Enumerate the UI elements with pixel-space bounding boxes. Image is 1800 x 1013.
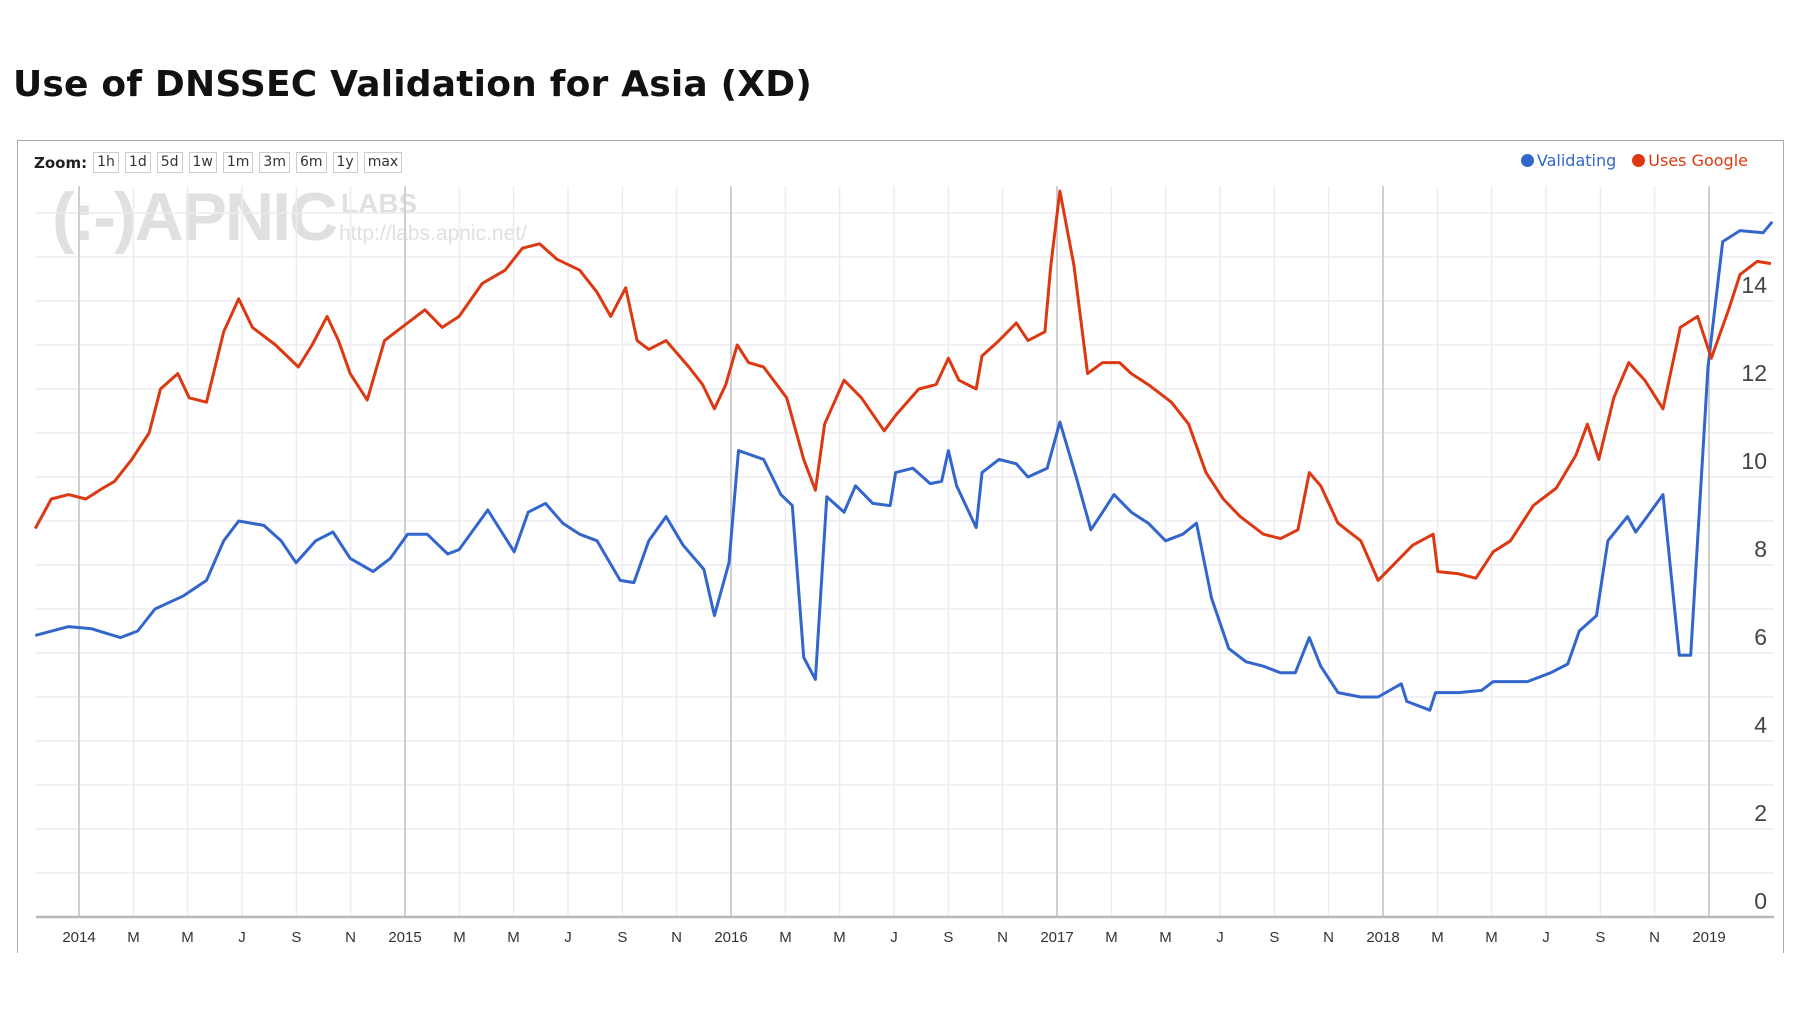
x-tick-label: J: [564, 929, 572, 946]
chart-legend: Validating Uses Google: [1505, 151, 1748, 170]
legend-item-uses-google[interactable]: Uses Google: [1632, 151, 1748, 170]
x-tick-label: M: [127, 929, 140, 946]
x-tick-label: S: [1595, 929, 1605, 946]
zoom-max-button[interactable]: max: [363, 152, 403, 173]
x-tick-label: 2018: [1366, 929, 1399, 946]
x-tick-label: N: [1323, 929, 1334, 946]
y-tick-label: 10: [1741, 448, 1767, 474]
zoom-6m-button[interactable]: 6m: [295, 152, 327, 173]
legend-dot-icon: [1632, 154, 1646, 167]
x-tick-label: 2016: [714, 929, 747, 946]
y-tick-label: 0: [1754, 888, 1767, 914]
x-tick-label: 2017: [1040, 929, 1073, 946]
y-tick-label: 4: [1754, 712, 1767, 738]
zoom-1y-button[interactable]: 1y: [332, 152, 358, 173]
zoom-3m-button[interactable]: 3m: [259, 152, 290, 173]
x-tick-label: M: [1431, 929, 1444, 946]
legend-label: Uses Google: [1648, 151, 1748, 170]
legend-label: Validating: [1536, 151, 1617, 170]
x-tick-label: S: [291, 929, 301, 946]
x-tick-label: M: [779, 929, 792, 946]
zoom-5d-button[interactable]: 5d: [156, 152, 183, 173]
x-tick-label: N: [1649, 929, 1660, 946]
series-line-validating: [34, 220, 1774, 712]
x-tick-label: J: [1216, 929, 1224, 946]
zoom-1d-button[interactable]: 1d: [124, 152, 151, 173]
legend-dot-icon: [1520, 154, 1534, 167]
x-tick-label: 2019: [1692, 929, 1725, 946]
y-tick-label: 12: [1741, 360, 1767, 386]
y-tick-label: 6: [1754, 624, 1767, 650]
x-tick-label: M: [1159, 929, 1172, 946]
x-tick-label: J: [238, 929, 246, 946]
x-tick-label: M: [181, 929, 194, 946]
x-tick-label: 2014: [62, 929, 95, 946]
x-tick-label: M: [833, 929, 846, 946]
y-tick-label: 2: [1754, 800, 1767, 826]
page-title: Use of DNSSEC Validation for Asia (XD): [13, 64, 812, 105]
x-tick-label: S: [617, 929, 627, 946]
x-tick-label: S: [943, 929, 953, 946]
zoom-controls: Zoom: 1h 1d 5d 1w 1m 3m 6m 1y max: [34, 152, 408, 173]
x-tick-label: N: [345, 929, 356, 946]
apnic-labs-watermark: (:-)APNIC LABS http://labs.apnic.net/: [52, 178, 527, 258]
x-tick-label: S: [1269, 929, 1279, 946]
zoom-1m-button[interactable]: 1m: [222, 152, 254, 173]
y-tick-label: 8: [1754, 536, 1767, 562]
x-tick-label: M: [1105, 929, 1118, 946]
watermark-url: http://labs.apnic.net/: [339, 222, 527, 245]
zoom-1h-button[interactable]: 1h: [93, 152, 119, 173]
x-tick-label: M: [453, 929, 466, 946]
x-tick-label: 2015: [388, 929, 421, 946]
legend-item-validating[interactable]: Validating: [1520, 151, 1617, 170]
y-tick-label: 14: [1741, 272, 1767, 298]
x-tick-label: M: [507, 929, 520, 946]
x-tick-label: J: [890, 929, 898, 946]
x-tick-label: N: [671, 929, 682, 946]
chart-container: [17, 140, 1784, 953]
zoom-label: Zoom:: [34, 153, 88, 172]
series-line-uses-google: [33, 189, 1772, 582]
x-tick-label: N: [997, 929, 1008, 946]
x-tick-label: M: [1485, 929, 1498, 946]
watermark-logo: (:-)APNIC: [52, 179, 338, 255]
zoom-1w-button[interactable]: 1w: [188, 152, 217, 173]
x-tick-label: J: [1542, 929, 1550, 946]
